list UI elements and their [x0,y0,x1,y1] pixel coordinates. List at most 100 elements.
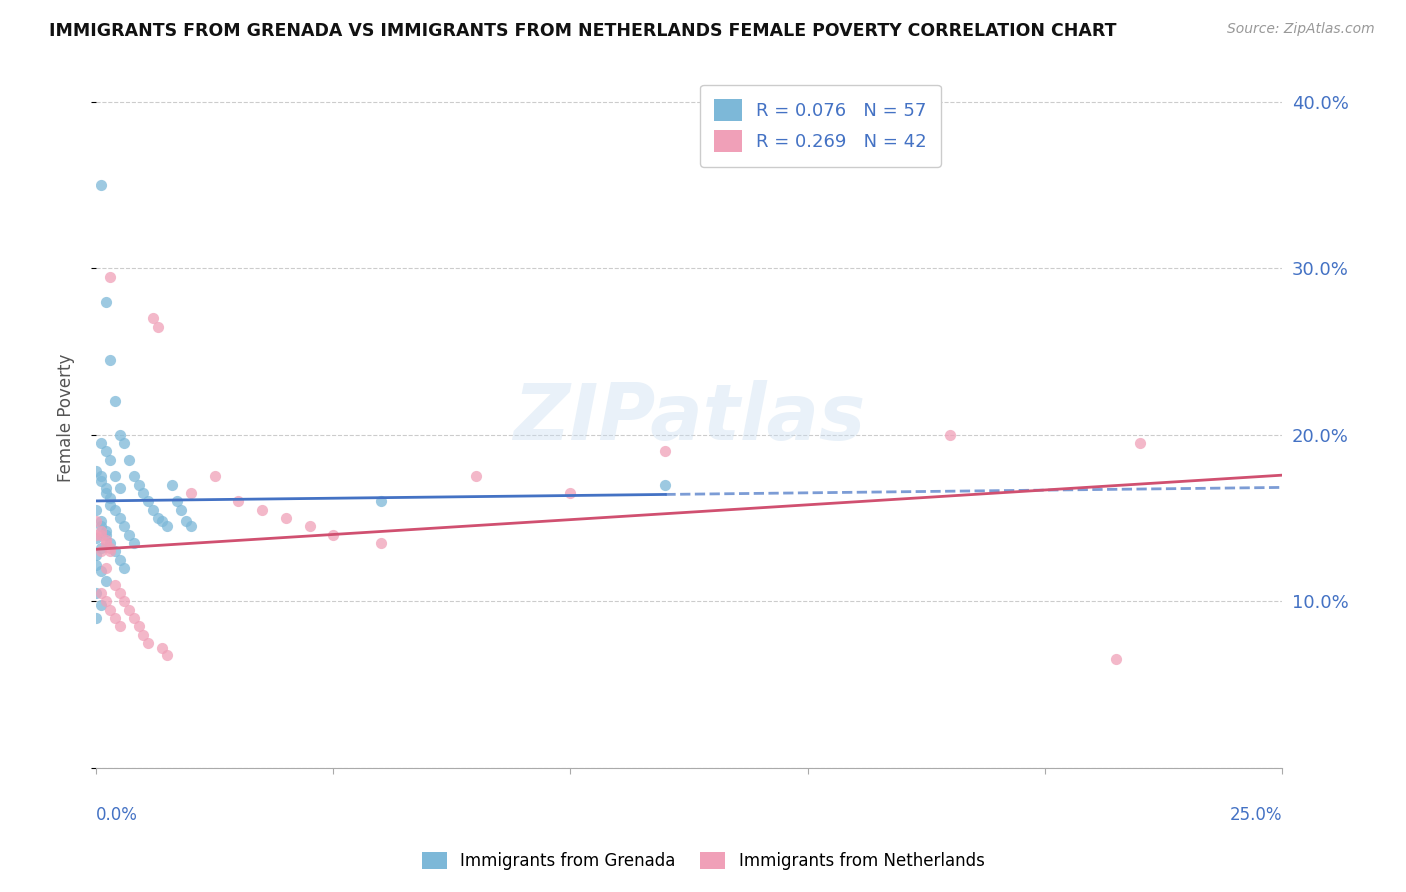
Point [370,536,392,550]
Point [94,481,117,495]
Point [90,586,112,600]
Point [104,611,127,625]
Point [132,627,155,641]
Point [104,502,127,516]
Point [84,611,107,625]
Point [152,640,174,655]
Point [322,527,344,541]
Point [136,494,159,508]
Point [160,477,183,491]
Point [94,486,117,500]
Point [94,527,117,541]
Point [122,469,145,483]
Point [94,594,117,608]
Legend: Immigrants from Grenada, Immigrants from Netherlands: Immigrants from Grenada, Immigrants from… [415,845,991,877]
Point [94,294,117,309]
Point [94,536,117,550]
Point [114,594,136,608]
Text: ZIPatlas: ZIPatlas [513,380,865,456]
Point [108,619,131,633]
Point [180,519,202,533]
Point [90,519,112,533]
Point [142,311,165,326]
Point [108,427,131,442]
Point [90,527,112,541]
Point [939,427,962,442]
Point [90,436,112,450]
Point [98,541,121,555]
Point [464,469,486,483]
Point [90,598,112,612]
Point [118,602,141,616]
Point [1105,652,1128,666]
Point [114,561,136,575]
Legend: R = 0.076   N = 57, R = 0.269   N = 42: R = 0.076 N = 57, R = 0.269 N = 42 [700,85,941,167]
Point [156,519,179,533]
Point [84,527,107,541]
Point [90,524,112,539]
Point [84,514,107,528]
Point [250,502,273,516]
Point [90,178,112,192]
Point [108,511,131,525]
Point [98,352,121,367]
Point [152,514,174,528]
Point [90,514,112,528]
Point [128,619,150,633]
Point [104,577,127,591]
Text: Source: ZipAtlas.com: Source: ZipAtlas.com [1227,22,1375,37]
Point [298,519,321,533]
Point [84,586,107,600]
Point [114,436,136,450]
Text: 0.0%: 0.0% [96,806,138,824]
Point [98,452,121,467]
Point [136,636,159,650]
Point [94,574,117,589]
Point [98,602,121,616]
Point [90,541,112,555]
Point [90,469,112,483]
Point [204,469,226,483]
Point [156,648,179,662]
Point [654,477,676,491]
Point [108,586,131,600]
Y-axis label: Female Poverty: Female Poverty [58,354,75,483]
Point [94,533,117,547]
Point [98,269,121,284]
Point [122,611,145,625]
Point [118,527,141,541]
Point [94,524,117,539]
Point [104,394,127,409]
Point [84,502,107,516]
Point [146,319,169,334]
Point [170,502,193,516]
Point [108,552,131,566]
Point [84,558,107,572]
Point [128,477,150,491]
Point [98,491,121,505]
Point [98,536,121,550]
Point [104,544,127,558]
Point [108,481,131,495]
Text: 25.0%: 25.0% [1230,806,1282,824]
Text: IMMIGRANTS FROM GRENADA VS IMMIGRANTS FROM NETHERLANDS FEMALE POVERTY CORRELATIO: IMMIGRANTS FROM GRENADA VS IMMIGRANTS FR… [49,22,1116,40]
Point [94,561,117,575]
Point [104,469,127,483]
Point [228,494,250,508]
Point [122,536,145,550]
Point [114,519,136,533]
Point [118,452,141,467]
Point [84,464,107,478]
Point [132,486,155,500]
Point [142,502,165,516]
Point [90,564,112,578]
Point [174,514,197,528]
Point [180,486,202,500]
Point [84,548,107,562]
Point [90,544,112,558]
Point [90,475,112,489]
Point [560,486,582,500]
Point [370,494,392,508]
Point [98,498,121,512]
Point [654,444,676,458]
